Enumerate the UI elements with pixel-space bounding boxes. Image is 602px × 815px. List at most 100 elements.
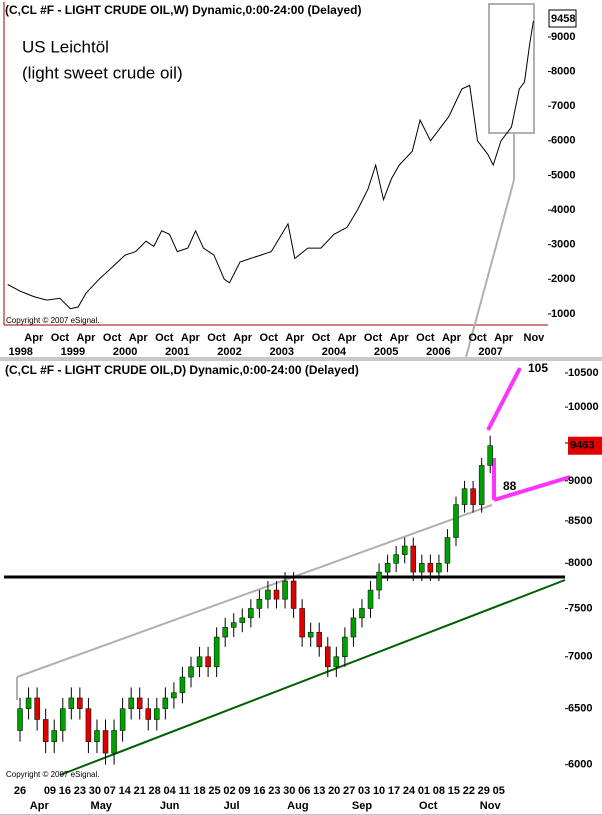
y-tick-label: 6000 — [568, 759, 592, 771]
candle-body — [444, 537, 451, 564]
x-tick-label: 2000 — [113, 346, 137, 358]
y-tick-label: 9000 — [551, 31, 575, 43]
copyright: Copyright © 2007 eSignal. — [6, 316, 100, 325]
candle-body — [162, 697, 169, 709]
x-tick-label: 23 — [268, 785, 280, 797]
candle-body — [68, 697, 75, 709]
candle-body — [60, 708, 66, 731]
candle-body — [248, 608, 254, 619]
x-tick-label: Oct — [51, 332, 70, 344]
x-tick-label: 15 — [448, 785, 460, 797]
candle-body — [265, 589, 271, 600]
price-line — [7, 21, 534, 310]
panel-separator — [0, 357, 602, 361]
candle-body — [128, 697, 134, 709]
x-tick-label: Jun — [160, 800, 180, 812]
x-tick-label: 13 — [313, 785, 325, 797]
copyright: Copyright © 2007 eSignal. — [6, 770, 100, 779]
x-tick-label: Apr — [24, 332, 44, 344]
x-tick-label: 14 — [119, 785, 132, 797]
candle-body — [376, 571, 382, 591]
y-tick-label: 8000 — [568, 557, 592, 569]
y-tick-label: 2000 — [551, 273, 575, 285]
candle-body — [230, 622, 237, 628]
candle-body — [42, 719, 49, 742]
x-tick-label: 28 — [149, 785, 161, 797]
candle-body — [179, 676, 186, 693]
zoom-box — [488, 3, 535, 134]
candle-body — [299, 608, 305, 638]
x-tick-label: Nov — [524, 332, 546, 344]
x-tick-label: 16 — [253, 785, 265, 797]
y-tick-label: 5000 — [551, 169, 575, 181]
x-tick-label: 17 — [388, 785, 400, 797]
x-tick-label: Oct — [312, 332, 331, 344]
candle-body — [239, 617, 246, 623]
x-tick-label: May — [91, 800, 113, 812]
x-tick-label: Apr — [338, 332, 358, 344]
y-tick-label: 6500 — [568, 703, 592, 715]
candle-body — [256, 598, 263, 609]
x-tick-label: Apr — [129, 332, 149, 344]
chart-title: (C,CL #F - LIGHT CRUDE OIL,W) Dynamic,0:… — [5, 3, 362, 17]
x-tick-label: Oct — [416, 332, 435, 344]
candle-body — [367, 589, 374, 609]
x-tick-label: Apr — [442, 332, 462, 344]
target-line — [486, 367, 522, 431]
last-price-label: 9463 — [570, 440, 594, 452]
candle-body — [333, 656, 340, 668]
y-tick-label: 3000 — [551, 239, 575, 251]
x-tick-label: Oct — [419, 800, 438, 812]
candle-body — [453, 504, 459, 538]
x-tick-label: 2005 — [374, 346, 398, 358]
x-tick-label: 07 — [104, 785, 116, 797]
candle-body — [427, 563, 434, 573]
x-tick-label: Apr — [233, 332, 253, 344]
x-tick-label: 30 — [283, 785, 295, 797]
candle-body — [290, 580, 297, 609]
candle-body — [222, 627, 228, 638]
x-tick-label: 24 — [403, 785, 416, 797]
x-tick-label: Oct — [207, 332, 226, 344]
y-tick-label: 10000 — [568, 401, 599, 413]
x-tick-label: 2004 — [322, 346, 347, 358]
x-tick-label: Jul — [224, 800, 240, 812]
candle-body — [350, 617, 357, 638]
candle-body — [154, 708, 160, 720]
x-tick-label: Apr — [30, 800, 50, 812]
candle-body — [410, 545, 417, 573]
chart-title: (C,CL #F - LIGHT CRUDE OIL,D) Dynamic,0:… — [5, 363, 359, 377]
annotation-label: 88 — [503, 479, 517, 493]
candle-body — [213, 636, 220, 668]
candle-body — [94, 730, 100, 742]
candle-body — [384, 563, 391, 573]
y-tick-label: 8500 — [568, 515, 592, 527]
x-tick-label: Oct — [155, 332, 174, 344]
candle-body — [111, 730, 117, 754]
x-tick-label: Apr — [390, 332, 410, 344]
x-tick-label: 25 — [208, 785, 220, 797]
x-tick-label: 26 — [14, 785, 26, 797]
x-tick-label: 2006 — [426, 346, 450, 358]
x-tick-label: 18 — [193, 785, 205, 797]
annotation-label: 105 — [528, 361, 548, 375]
candle-body — [77, 697, 83, 709]
candle-body — [393, 554, 399, 564]
y-tick-label: 8000 — [551, 65, 575, 77]
candle-body — [307, 631, 314, 638]
y-tick-label: 9000 — [568, 475, 592, 487]
x-tick-label: 2007 — [478, 346, 502, 358]
candle-body — [282, 580, 288, 600]
annotation: US Leichtöl — [22, 37, 109, 56]
x-tick-label: 21 — [134, 785, 146, 797]
x-tick-label: 02 — [223, 785, 235, 797]
x-tick-label: 23 — [74, 785, 86, 797]
x-tick-label: 03 — [358, 785, 370, 797]
annotation: (light sweet crude oil) — [22, 63, 183, 82]
last-price-box — [548, 9, 577, 28]
x-tick-label: Apr — [494, 332, 514, 344]
x-tick-label: 1999 — [61, 346, 85, 358]
x-tick-label: 16 — [59, 785, 71, 797]
candle-body — [34, 697, 40, 720]
